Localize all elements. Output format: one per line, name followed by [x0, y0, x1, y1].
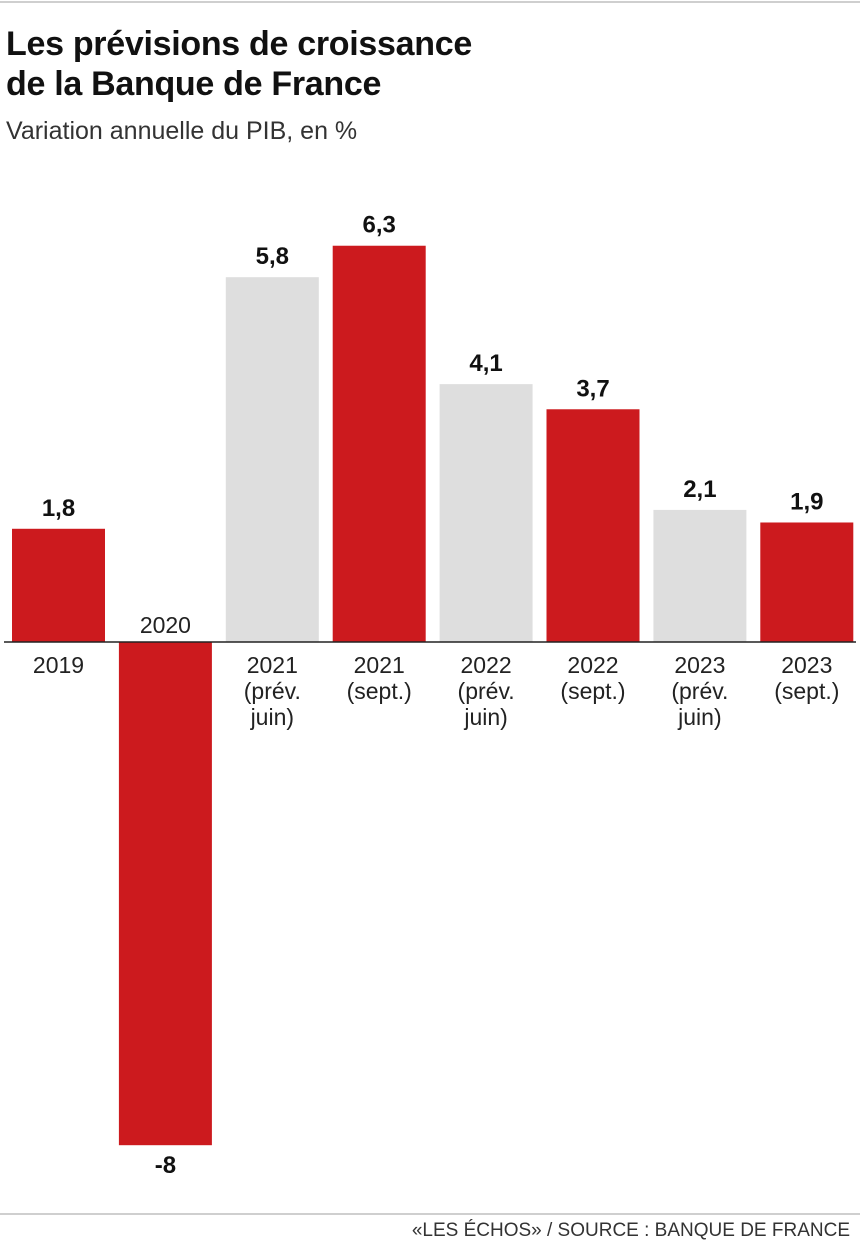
value-label-6: 3,7	[576, 375, 609, 402]
category-label-4-line-2: (sept.)	[347, 678, 412, 704]
chart-subtitle: Variation annuelle du PIB, en %	[6, 117, 358, 145]
category-label-8-line-1: 2023	[781, 652, 832, 678]
category-label-5-line-2: (prév.	[458, 678, 515, 704]
category-label-1: 2019	[33, 652, 84, 678]
bar-7	[653, 509, 747, 642]
category-label-5: 2022 (prév. juin)	[458, 652, 515, 730]
category-label-7: 2023 (prév. juin)	[671, 652, 728, 730]
category-label-7-line-3: juin)	[677, 704, 721, 730]
bar-8	[760, 522, 854, 642]
value-label-5: 4,1	[469, 350, 502, 377]
bar-5	[439, 384, 533, 642]
category-label-7-line-1: 2023	[674, 652, 725, 678]
chart-title-line-2: de la Banque de France	[6, 65, 382, 103]
chart-title-line-1: Les prévisions de croissance	[6, 25, 472, 63]
top-rule	[0, 1, 860, 3]
value-label-2: -8	[155, 1152, 176, 1179]
category-label-7-line-2: (prév.	[671, 678, 728, 704]
category-label-4: 2021 (sept.)	[347, 652, 412, 704]
category-label-6: 2022 (sept.)	[560, 652, 625, 704]
category-label-8: 2023 (sept.)	[774, 652, 839, 704]
category-label-2-line-1: 2020	[140, 612, 191, 638]
category-label-1-line-1: 2019	[33, 652, 84, 678]
category-label-3-line-1: 2021	[247, 652, 298, 678]
value-label-4: 6,3	[363, 212, 396, 239]
category-label-4-line-1: 2021	[354, 652, 405, 678]
category-label-5-line-3: juin)	[463, 704, 507, 730]
value-label-8: 1,9	[790, 488, 823, 515]
chart-title: Les prévisions de croissance de la Banqu…	[6, 24, 846, 104]
value-label-7: 2,1	[683, 476, 716, 503]
category-label-3-line-3: juin)	[250, 704, 294, 730]
category-label-6-line-2: (sept.)	[560, 678, 625, 704]
bar-2	[118, 642, 212, 1146]
category-label-3-line-2: (prév.	[244, 678, 301, 704]
category-label-3: 2021 (prév. juin)	[244, 652, 301, 730]
value-label-3: 5,8	[256, 243, 289, 270]
category-label-8-line-2: (sept.)	[774, 678, 839, 704]
category-label-2: 2020	[140, 612, 191, 638]
bar-3	[225, 277, 319, 642]
bar-1	[12, 528, 105, 642]
bar-4	[332, 245, 426, 643]
source-credit: «LES ÉCHOS» / SOURCE : BANQUE DE FRANCE	[411, 1220, 850, 1241]
bar-6	[546, 409, 640, 642]
category-label-6-line-1: 2022	[567, 652, 618, 678]
bottom-rule	[0, 1213, 860, 1215]
category-label-5-line-1: 2022	[461, 652, 512, 678]
value-label-1: 1,8	[42, 495, 75, 522]
